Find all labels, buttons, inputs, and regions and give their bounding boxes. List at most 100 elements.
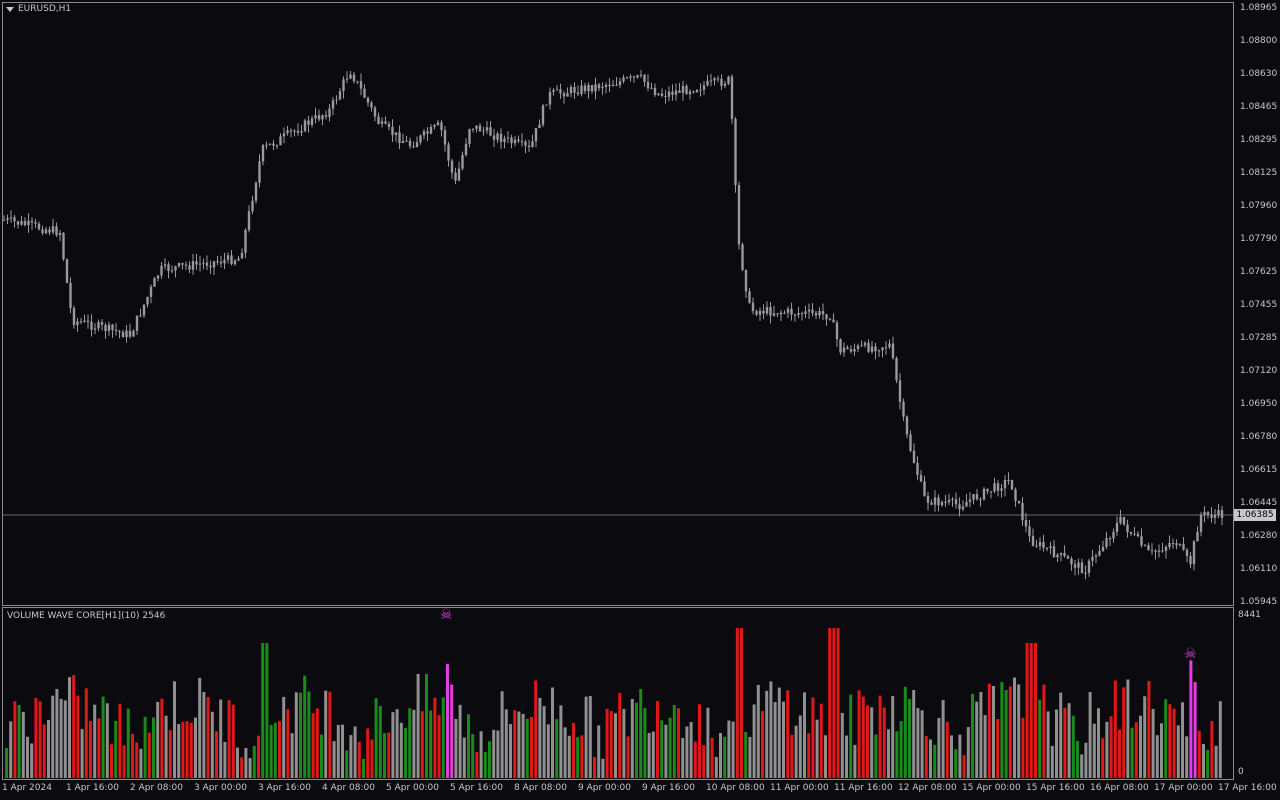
price-scale-label: 1.07285	[1240, 333, 1278, 343]
volume-bar	[139, 748, 143, 778]
candle-body	[212, 261, 216, 268]
candle-body	[926, 495, 930, 503]
price-pane[interactable]	[2, 2, 1234, 606]
candle-body	[513, 139, 517, 144]
volume-bar	[160, 698, 164, 778]
volume-bar	[1021, 717, 1025, 778]
candle-body	[1203, 511, 1206, 515]
volume-bar	[929, 739, 932, 778]
volume-bar	[504, 709, 508, 778]
candle-body	[100, 322, 104, 325]
candle-body	[947, 499, 951, 503]
candle-body	[16, 221, 20, 225]
candle-body	[884, 347, 888, 349]
candle-body	[597, 84, 601, 89]
candle-body	[531, 141, 534, 147]
candle-body	[1014, 489, 1017, 501]
candle-body	[401, 141, 405, 143]
volume-bar	[26, 736, 29, 778]
candle-body	[121, 331, 125, 338]
price-scale-label: 1.06950	[1240, 399, 1278, 409]
volume-bar	[47, 719, 50, 778]
candle-body	[545, 104, 548, 106]
volume-bar	[1118, 729, 1121, 778]
candle-body	[1098, 550, 1101, 556]
time-axis-label: 17 Apr 16:00	[1218, 783, 1277, 793]
candle-body	[1007, 480, 1010, 482]
candle-body	[1031, 536, 1035, 546]
candle-body	[797, 313, 800, 315]
volume-bar	[622, 708, 626, 778]
candle-body	[741, 244, 744, 270]
candle-body	[475, 125, 478, 129]
volume-bar	[181, 721, 185, 778]
volume-bar	[206, 696, 210, 778]
volume-bar	[320, 734, 323, 778]
volume-bar	[147, 732, 151, 778]
volume-bar	[1076, 741, 1079, 778]
candle-body	[587, 85, 590, 92]
volume-bar	[954, 749, 958, 778]
volume-bar	[492, 729, 496, 778]
candle-body	[786, 308, 790, 313]
candle-body	[384, 121, 387, 124]
volume-bar	[714, 756, 718, 778]
candle-body	[569, 87, 573, 94]
candle-body	[968, 499, 972, 502]
candle-body	[779, 312, 783, 315]
price-scale-label: 1.06110	[1240, 564, 1278, 574]
volume-bar	[702, 745, 706, 778]
volume-bar	[614, 713, 617, 778]
candle-body	[1077, 562, 1080, 568]
candle-body	[1070, 558, 1073, 565]
volume-bar	[1218, 701, 1222, 778]
volume-bar	[475, 751, 479, 778]
volume-bar	[278, 721, 281, 778]
candle-body	[1017, 500, 1021, 504]
candle-body	[300, 131, 303, 133]
chart-menu-icon[interactable]	[6, 7, 14, 12]
candle-body	[566, 93, 569, 97]
candle-body	[114, 329, 118, 331]
candle-body	[282, 133, 286, 137]
volume-bar	[786, 690, 790, 778]
candle-body	[923, 481, 926, 496]
volume-bar	[593, 756, 596, 778]
candle-body	[233, 260, 237, 265]
candle-body	[34, 222, 37, 224]
volume-bar	[597, 725, 601, 778]
volume-bar	[383, 733, 386, 778]
volume-bar	[941, 700, 945, 778]
volume-bar	[72, 675, 76, 778]
volume-bar	[1185, 736, 1189, 778]
candle-body	[986, 488, 989, 492]
price-scale-label: 1.08125	[1240, 168, 1278, 178]
indicator-pane[interactable]	[2, 607, 1234, 780]
candle-body	[170, 270, 174, 272]
volume-bar	[840, 712, 844, 778]
candle-body	[1136, 533, 1140, 537]
candle-body	[650, 87, 653, 89]
candle-body	[758, 310, 762, 315]
volume-bar	[693, 741, 697, 778]
candle-body	[426, 131, 429, 134]
volume-bar	[286, 709, 290, 778]
volume-bar	[983, 715, 987, 778]
candle-body	[860, 345, 863, 347]
candle-body	[674, 90, 678, 95]
candle-body	[20, 221, 23, 225]
volume-bar	[5, 748, 8, 778]
volume-bar	[605, 708, 609, 778]
volume-histogram[interactable]	[0, 0, 1236, 800]
candle-body	[41, 229, 44, 234]
candle-body	[254, 182, 258, 201]
candle-body	[727, 76, 730, 84]
candle-body	[804, 311, 807, 314]
volume-bar	[580, 735, 584, 778]
candle-body	[667, 91, 671, 97]
volume-bar	[261, 643, 265, 778]
volume-bar	[441, 697, 445, 778]
candlestick-chart[interactable]	[0, 0, 1236, 606]
volume-bar	[131, 733, 134, 778]
